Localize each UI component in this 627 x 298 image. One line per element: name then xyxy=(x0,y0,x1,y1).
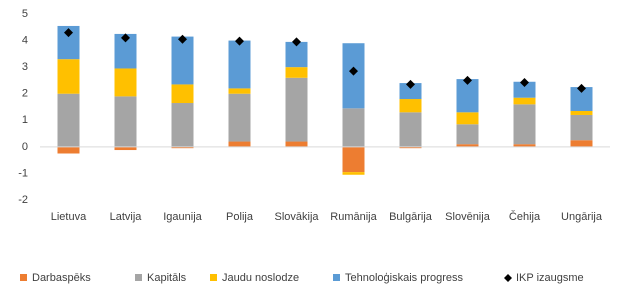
legend-label: Tehnoloģiskais progress xyxy=(345,271,464,284)
bar-segment xyxy=(285,77,308,142)
bar-segment xyxy=(57,93,80,147)
x-tick-label: Slovākija xyxy=(274,211,319,223)
x-tick-label: Čehija xyxy=(509,210,541,223)
bar-segment xyxy=(399,112,422,147)
x-tick-label: Bulgārija xyxy=(389,211,433,223)
marker xyxy=(463,75,472,85)
bar-segment xyxy=(114,96,137,147)
x-tick-label: Slovēnija xyxy=(445,211,491,223)
legend-label: Kapitāls xyxy=(147,272,187,284)
bar-segment xyxy=(399,146,422,149)
x-tick-label: Lietuva xyxy=(51,211,87,223)
bar-segment xyxy=(114,146,137,151)
marker xyxy=(349,66,358,76)
bar-segment xyxy=(456,79,479,113)
bar-segment xyxy=(171,146,194,149)
bar-segment xyxy=(399,83,422,100)
bar-segment xyxy=(513,97,536,105)
marker xyxy=(577,83,586,93)
bar-segment xyxy=(513,144,536,147)
x-tick-label: Latvija xyxy=(110,211,143,223)
bar-segment xyxy=(342,43,365,109)
bar-segment xyxy=(228,40,251,89)
marker xyxy=(235,36,244,46)
bar-segment xyxy=(114,33,137,69)
bar-segment xyxy=(570,110,593,115)
marker xyxy=(520,78,529,88)
bar-segment xyxy=(228,141,251,147)
bar-segment xyxy=(285,141,308,147)
marker xyxy=(64,28,73,38)
marker xyxy=(178,34,187,44)
y-tick-label: 3 xyxy=(22,61,28,73)
bar-segment xyxy=(456,124,479,145)
bar-segment xyxy=(513,104,536,145)
bar-segment xyxy=(570,114,593,141)
y-tick-label: -1 xyxy=(18,167,28,179)
bar-segment xyxy=(285,67,308,78)
bar-segment xyxy=(228,88,251,94)
x-tick-label: Igaunija xyxy=(163,211,202,223)
bar-segment xyxy=(513,81,536,98)
legend-label: Jaudu noslodze xyxy=(222,272,299,284)
marker xyxy=(406,79,415,89)
legend-swatch xyxy=(210,274,217,281)
bar-segment xyxy=(114,68,137,97)
bar-segment xyxy=(570,87,593,111)
bar-segment xyxy=(228,93,251,142)
legend-swatch xyxy=(333,274,340,281)
bar-segment xyxy=(57,146,80,154)
bar-segment xyxy=(171,36,194,85)
bar-segment xyxy=(171,84,194,104)
bar-segment xyxy=(342,172,365,175)
legend-marker xyxy=(504,274,512,282)
legend-label: Darbaspēks xyxy=(32,272,91,284)
y-tick-label: 5 xyxy=(22,8,28,20)
legend-swatch xyxy=(135,274,142,281)
marker xyxy=(292,37,301,47)
bar-segment xyxy=(285,41,308,68)
bar-segment xyxy=(171,103,194,147)
y-tick-label: 2 xyxy=(22,88,28,100)
bar-segment xyxy=(342,108,365,147)
bar-segment xyxy=(57,59,80,94)
y-tick-label: 1 xyxy=(22,114,28,126)
y-tick-label: 4 xyxy=(22,34,28,46)
x-tick-label: Polija xyxy=(226,211,254,223)
legend-swatch xyxy=(20,274,27,281)
y-tick-label: 0 xyxy=(22,141,28,153)
bar-segment xyxy=(570,140,593,147)
bar-segment xyxy=(57,25,80,60)
bar-segment xyxy=(456,144,479,147)
bar-segment xyxy=(342,146,365,173)
bar-segment xyxy=(456,112,479,125)
x-tick-label: Ungārija xyxy=(561,211,603,223)
bar-segment xyxy=(399,99,422,113)
legend-label: IKP izaugsme xyxy=(516,272,584,284)
y-tick-label: -2 xyxy=(18,194,28,206)
x-tick-label: Rumānija xyxy=(330,211,377,223)
marker xyxy=(121,33,130,43)
